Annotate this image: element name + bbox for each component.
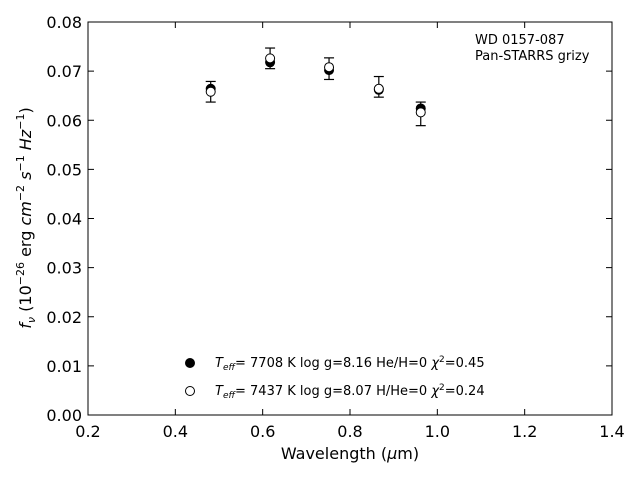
x-tick-label: 0.4 [163, 422, 188, 441]
x-tick-label: 1.2 [512, 422, 537, 441]
model-point-open [373, 83, 384, 94]
model-point-open [265, 53, 276, 64]
y-tick-label: 0.04 [46, 210, 82, 229]
y-tick-label: 0.08 [46, 13, 82, 32]
legend: Teff= 7708 K log g=8.16 He/H=0 χ2=0.45 T… [185, 355, 485, 401]
annotation-survey: Pan-STARRS grizy [475, 49, 590, 64]
y-tick-label: 0.06 [46, 111, 82, 130]
data-markers [205, 53, 426, 118]
model-point-open [324, 62, 335, 73]
legend-entry-1: Teff= 7708 K log g=8.16 He/H=0 χ2=0.45 [215, 355, 485, 373]
legend-marker-open [185, 386, 195, 396]
x-tick-label: 0.8 [337, 422, 362, 441]
y-tick-label: 0.05 [46, 160, 82, 179]
x-tick-label: 1.0 [425, 422, 450, 441]
legend-entry-2: Teff= 7437 K log g=8.07 H/He=0 χ2=0.24 [215, 383, 485, 401]
y-tick-label: 0.03 [46, 259, 82, 278]
y-axis-label: fν (10−26 erg cm−2 s−1 Hz−1) [14, 107, 38, 328]
legend-marker-filled [185, 358, 195, 368]
y-tick-label: 0.02 [46, 308, 82, 327]
x-tick-label: 0.6 [250, 422, 275, 441]
x-tick-label: 0.2 [75, 422, 100, 441]
x-axis-label: Wavelength (μm) [281, 444, 419, 463]
model-point-open [415, 107, 426, 118]
y-tick-label: 0.01 [46, 357, 82, 376]
annotation-object: WD 0157-087 [475, 33, 565, 48]
error-bars [205, 47, 426, 127]
axis-ticks [87, 21, 613, 416]
x-tick-label: 1.4 [599, 422, 624, 441]
y-tick-label: 0.00 [46, 406, 82, 425]
model-point-open [205, 86, 216, 97]
axis-tick-labels: 0.2 0.4 0.6 0.8 1.0 1.2 1.4 0.00 0.01 0.02 0.03 0.0… [46, 13, 624, 441]
y-tick-label: 0.07 [46, 62, 82, 81]
